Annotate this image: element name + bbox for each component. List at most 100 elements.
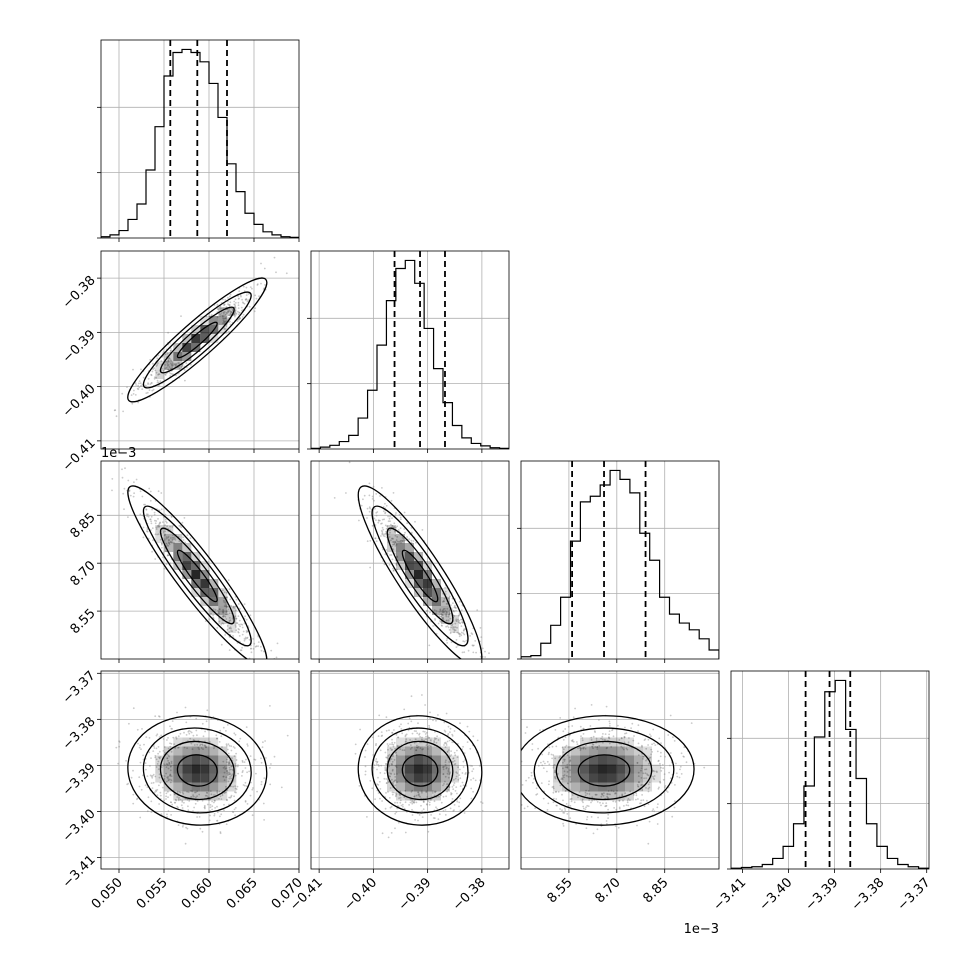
scatter-point <box>153 513 156 516</box>
scatter-point <box>235 759 238 761</box>
scatter-point <box>223 317 226 320</box>
scatter-point <box>457 766 459 769</box>
scatter-point <box>451 798 454 800</box>
scatter-point <box>471 633 474 636</box>
scatter-point <box>392 743 395 746</box>
scatter-point <box>269 783 272 786</box>
scatter-point <box>425 803 428 806</box>
scatter-point <box>399 801 402 804</box>
scatter-point <box>228 307 231 310</box>
scatter-point <box>137 742 139 745</box>
scatter-point <box>439 609 442 611</box>
density-cell <box>598 773 607 783</box>
scatter-point <box>446 772 449 775</box>
scatter-point <box>445 603 448 605</box>
scatter-point <box>642 772 645 775</box>
panel-frame <box>100 670 300 870</box>
contour-line <box>533 727 675 814</box>
scatter-point <box>375 493 378 495</box>
scatter-point <box>394 514 397 516</box>
scatter-point <box>451 624 453 627</box>
scatter-point <box>674 784 676 786</box>
scatter-point <box>598 719 600 721</box>
scatter-point <box>167 767 170 770</box>
scatter-point <box>393 741 396 744</box>
density-cell <box>625 737 634 747</box>
scatter-point <box>586 792 589 795</box>
scatter-point <box>449 617 452 620</box>
scatter-point <box>637 771 640 774</box>
scatter-point <box>458 614 460 617</box>
scatter-point <box>368 510 371 513</box>
density-cell <box>173 552 183 561</box>
scatter-point <box>442 768 445 771</box>
scatter-point <box>425 744 428 747</box>
density-cell <box>432 606 441 615</box>
scatter-point <box>445 614 447 616</box>
scatter-point <box>234 315 236 318</box>
scatter-point <box>198 748 201 750</box>
scatter-point <box>167 554 169 557</box>
scatter-point <box>379 749 382 752</box>
scatter-point <box>225 823 228 826</box>
scatter-point <box>641 789 644 791</box>
scatter-point <box>523 807 526 810</box>
scatter-point <box>673 806 676 809</box>
scatter-point <box>366 517 368 519</box>
scatter-point <box>586 816 589 818</box>
scatter-point <box>196 734 198 737</box>
scatter-point <box>446 607 449 610</box>
scatter-point <box>457 778 460 781</box>
scatter-point <box>227 774 229 776</box>
scatter-point <box>574 707 576 710</box>
scatter-point <box>102 441 104 443</box>
scatter-point <box>437 739 440 741</box>
scatter-point <box>563 776 565 779</box>
scatter-point <box>156 357 159 360</box>
histogram-step <box>311 259 509 449</box>
scatter-point <box>604 733 607 735</box>
density-cell <box>450 764 459 774</box>
scatter-point <box>453 610 456 613</box>
scatter-point <box>455 609 457 612</box>
scatter-point <box>230 307 233 310</box>
scatter-point <box>224 616 227 618</box>
scatter-point <box>167 775 170 778</box>
x-tick-label: −3.39 <box>803 875 842 914</box>
scatter-point <box>391 778 393 781</box>
density-cell <box>432 755 441 765</box>
scatter-point <box>461 772 464 774</box>
scatter-point <box>390 749 393 751</box>
scatter-point <box>488 750 490 752</box>
density-cell <box>218 316 228 325</box>
scatter-point <box>570 800 573 803</box>
scatter-point <box>445 625 447 628</box>
scatter-point <box>563 760 566 762</box>
scatter-point <box>443 600 445 603</box>
scatter-point <box>204 730 207 733</box>
scatter-point <box>222 608 225 611</box>
scatter-point <box>438 614 441 617</box>
scatter-point <box>637 754 640 756</box>
histogram-panel <box>727 670 930 870</box>
scatter-content <box>311 671 509 869</box>
scatter-point <box>621 793 623 796</box>
scatter-point <box>652 769 655 772</box>
scatter-point <box>223 304 226 307</box>
scatter-point <box>381 532 384 535</box>
scatter-point <box>535 787 538 790</box>
scatter-point <box>690 722 693 724</box>
scatter-point <box>237 631 240 634</box>
scatter-point <box>249 755 252 757</box>
scatter-point <box>584 791 587 794</box>
scatter-point <box>237 628 240 630</box>
scatter-point <box>229 776 232 778</box>
scatter-point <box>492 798 494 800</box>
scatter-point <box>453 606 456 609</box>
scatter-point <box>175 374 178 377</box>
scatter-point <box>381 832 384 835</box>
scatter-point <box>227 310 230 312</box>
scatter-point <box>578 747 581 749</box>
scatter-point <box>387 744 390 747</box>
